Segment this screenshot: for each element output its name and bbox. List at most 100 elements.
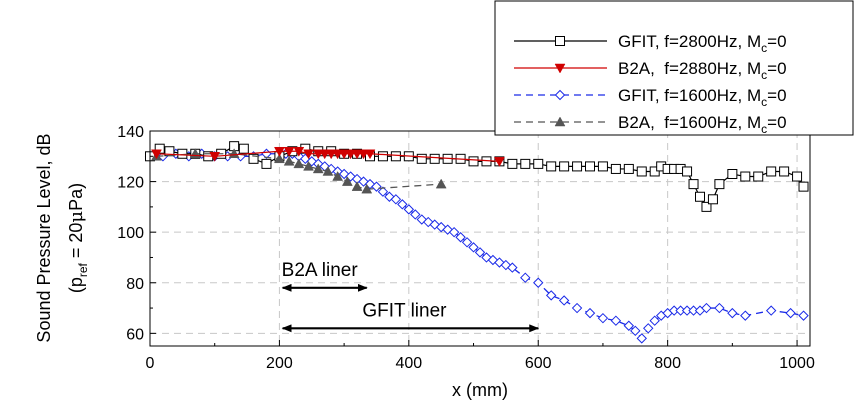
legend: GFIT, f=2800Hz, Mc=0 B2A, f=2880Hz, Mc=0 G… <box>494 0 854 136</box>
data-point <box>468 156 479 167</box>
series-line <box>149 145 805 208</box>
legend-marker <box>554 63 566 74</box>
data-point <box>507 158 518 169</box>
data-point <box>727 169 738 179</box>
x-tick-label: 200 <box>266 355 293 372</box>
x-tick-label: 600 <box>525 355 552 372</box>
data-point <box>351 181 363 191</box>
data-point <box>468 242 479 253</box>
data-point <box>753 171 764 182</box>
data-point <box>303 160 314 171</box>
data-point <box>649 166 660 177</box>
legend-label: B2A, f=1600Hz, Mc=0 <box>618 113 787 136</box>
data-point <box>701 302 712 314</box>
data-point <box>785 307 796 319</box>
data-point <box>238 143 249 154</box>
data-point <box>448 226 460 238</box>
y-tick-label: 140 <box>117 124 144 141</box>
data-point <box>361 183 373 194</box>
data-point <box>792 171 803 182</box>
data-point <box>571 302 583 314</box>
legend-item: B2A, f=1600Hz, Mc=0 <box>514 113 787 136</box>
data-point <box>643 323 654 334</box>
data-point <box>384 191 395 202</box>
legend-label: GFIT, f=2800Hz, Mc=0 <box>618 32 787 55</box>
data-point <box>283 155 295 166</box>
data-point <box>597 312 609 324</box>
data-series <box>144 141 809 344</box>
y-axis-title-line1: Sound Pressure Level, dB <box>34 133 54 342</box>
data-point <box>649 315 660 326</box>
data-point <box>533 277 544 288</box>
data-point <box>273 146 285 157</box>
data-point <box>493 157 505 167</box>
legend-marker <box>554 116 566 127</box>
x-tick-label: 0 <box>146 355 155 372</box>
data-point <box>403 204 415 215</box>
data-point <box>740 171 751 182</box>
data-point <box>558 295 570 306</box>
data-point <box>714 179 725 190</box>
data-point <box>798 310 809 321</box>
series-line <box>156 150 500 162</box>
series-1 <box>145 141 809 212</box>
data-point <box>474 247 486 258</box>
data-point <box>779 166 790 177</box>
data-point <box>610 315 622 326</box>
data-point <box>636 166 647 177</box>
grid-lines <box>150 131 810 346</box>
y-tick-label: 60 <box>126 326 144 343</box>
x-axis-title: x (mm) <box>452 380 508 400</box>
data-point <box>429 153 440 164</box>
data-point <box>714 302 725 314</box>
legend-item: B2A, f=2880Hz, Mc=0 <box>514 59 787 82</box>
series-2 <box>151 146 505 167</box>
data-point <box>695 191 705 202</box>
data-point <box>727 307 738 319</box>
data-point <box>585 161 595 172</box>
data-point <box>584 307 596 319</box>
data-point <box>397 199 408 210</box>
data-point <box>209 152 221 162</box>
data-point <box>682 166 693 177</box>
data-point <box>377 151 388 162</box>
data-point <box>322 165 334 176</box>
data-point <box>507 262 518 273</box>
data-point <box>545 290 557 301</box>
y-axis-title-line2: (pref = 20μPa) <box>66 183 90 293</box>
data-point <box>481 252 492 263</box>
legend-item: GFIT, f=2800Hz, Mc=0 <box>514 32 787 55</box>
data-point <box>707 194 718 205</box>
y-tick-label: 100 <box>117 225 144 242</box>
legend-item: GFIT, f=1600Hz, Mc=0 <box>514 86 787 109</box>
data-point <box>341 176 353 186</box>
data-point <box>636 333 647 344</box>
data-point <box>283 146 295 157</box>
y-tick-label: 80 <box>126 276 144 293</box>
data-point <box>293 146 305 157</box>
data-point <box>701 201 712 212</box>
data-point <box>332 171 344 181</box>
legend-marker <box>555 36 565 46</box>
data-point <box>533 158 544 169</box>
x-tick-label: 400 <box>395 355 422 372</box>
data-point <box>416 153 427 164</box>
legend-label: GFIT, f=1600Hz, Mc=0 <box>618 86 787 109</box>
data-point <box>338 168 350 180</box>
data-point <box>765 305 777 316</box>
data-point <box>798 181 809 192</box>
data-point <box>572 161 583 172</box>
data-point <box>390 194 402 205</box>
series-3 <box>144 148 809 344</box>
data-point <box>688 179 699 190</box>
axis-ticks: 0 200 400 600 800 1000 60 80 100 120 140 <box>117 124 815 372</box>
legend-marker <box>554 89 566 101</box>
data-point <box>559 161 570 172</box>
data-point <box>293 158 305 169</box>
plot-frame <box>149 130 811 347</box>
y-axis-title: Sound Pressure Level, dB (pref = 20μPa) <box>34 133 90 342</box>
data-point <box>520 272 531 283</box>
data-point <box>520 158 531 169</box>
